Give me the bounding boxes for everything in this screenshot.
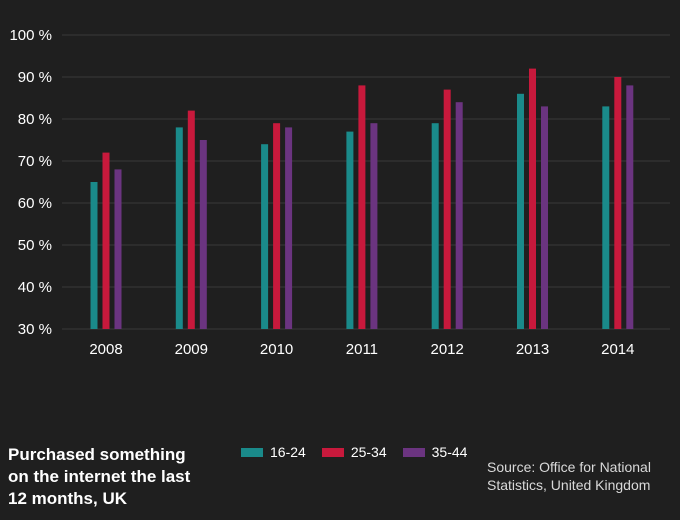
y-tick-label: 30 %	[18, 321, 52, 338]
y-tick-label: 100 %	[9, 27, 52, 44]
bar-2009-35-44	[199, 140, 207, 329]
x-tick-label: 2013	[516, 341, 549, 358]
legend: 16-24 25-34 35-44	[241, 444, 467, 460]
bar-2014-35-44	[626, 85, 634, 330]
legend-item-25-34: 25-34	[321, 444, 387, 460]
chart-area: 30 % 40 % 50 % 60 % 70 % 80 % 90 % 100 % 2008 200…	[9, 27, 670, 358]
legend-label-25-34: 25-34	[350, 444, 387, 460]
legend-item-35-44: 35-44	[402, 444, 468, 460]
bar-2011-16-24	[346, 131, 354, 329]
legend-item-16-24: 16-24	[241, 444, 306, 460]
x-tick-label: 2008	[89, 341, 122, 358]
y-tick-label: 50 %	[18, 237, 52, 254]
bar-2011-25-34	[358, 85, 366, 330]
bar-2013-25-34	[529, 68, 536, 329]
bar-2012-25-34	[443, 89, 451, 329]
title-line-2: on the internet the last	[8, 467, 191, 486]
x-tick-label: 2009	[175, 341, 208, 358]
chart-title: Purchased something on the internet the …	[8, 444, 228, 510]
y-tick-label: 70 %	[18, 153, 52, 170]
bar-2013-35-44	[541, 106, 548, 330]
bar-2014-25-34	[614, 77, 622, 329]
bar-2014-16-24	[602, 106, 610, 330]
bar-2008-16-24	[90, 182, 98, 329]
bar-2013-16-24	[517, 93, 524, 329]
bar-2012-16-24	[431, 123, 439, 329]
legend-swatch-16-24	[241, 447, 263, 457]
x-tick-label: 2010	[260, 341, 293, 358]
x-tick-label: 2012	[431, 341, 464, 358]
source-line-2: Statistics, United Kingdom	[487, 477, 651, 493]
legend-swatch-25-34	[321, 447, 344, 457]
y-tick-label: 80 %	[18, 111, 52, 128]
bar-2012-35-44	[455, 102, 463, 329]
bar-2010-25-34	[273, 123, 281, 329]
source-note: Source: Office for National Statistics, …	[487, 458, 677, 494]
y-tick-label: 40 %	[18, 279, 52, 296]
bar-2011-35-44	[370, 123, 378, 329]
bar-2009-25-34	[187, 110, 195, 329]
bar-2008-35-44	[114, 169, 122, 329]
bar-2010-35-44	[285, 127, 293, 330]
y-tick-label: 90 %	[18, 69, 52, 86]
y-tick-label: 60 %	[18, 195, 52, 212]
title-line-3: 12 months, UK	[8, 489, 128, 508]
bar-2009-16-24	[175, 127, 183, 330]
x-tick-label: 2011	[346, 341, 378, 358]
bar-2010-16-24	[261, 144, 269, 329]
source-line-1: Source: Office for National	[487, 459, 651, 475]
legend-swatch-35-44	[402, 447, 425, 457]
bar-2008-25-34	[102, 152, 110, 329]
legend-label-16-24: 16-24	[270, 444, 306, 460]
title-line-1: Purchased something	[8, 445, 186, 464]
x-tick-label: 2014	[601, 341, 634, 358]
legend-label-35-44: 35-44	[431, 444, 468, 460]
